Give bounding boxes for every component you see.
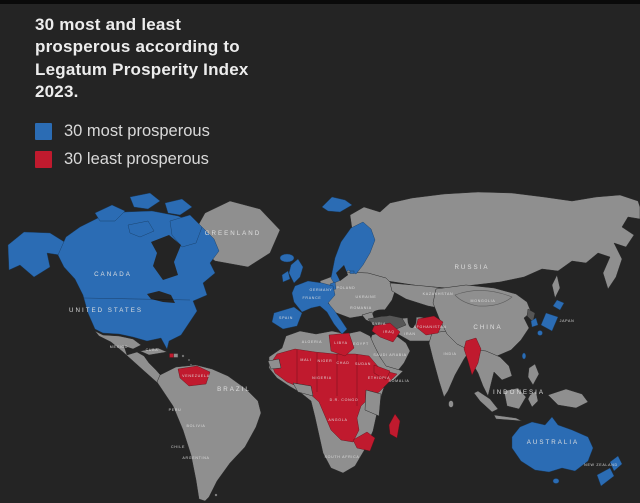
map-label: ALGERIA bbox=[302, 340, 322, 344]
map-label: PERU bbox=[169, 408, 182, 412]
map-label: SOMALIA bbox=[389, 379, 410, 383]
map-label: IRAQ bbox=[383, 330, 395, 334]
map-label: CANADA bbox=[94, 271, 132, 278]
map-label: POLAND bbox=[337, 286, 356, 290]
map-label: IRAN bbox=[404, 332, 415, 336]
legend-label: 30 most prosperous bbox=[64, 122, 210, 140]
map-label: INDONESIA bbox=[493, 389, 545, 396]
map-label: RUSSIA bbox=[454, 264, 489, 271]
map-label: VENEZUELA bbox=[182, 374, 210, 378]
map-label: SOUTH AFRICA bbox=[325, 455, 360, 459]
map-label: MALI bbox=[300, 358, 311, 362]
border-lines bbox=[83, 290, 513, 406]
map-label: SUDAN bbox=[355, 362, 371, 366]
map-label: CHINA bbox=[473, 324, 502, 331]
world-map: GREENLAND CANADA UNITED STATES RUSSIA CHINA B… bbox=[0, 185, 640, 503]
map-label: LIBYA bbox=[334, 341, 347, 345]
map-label: INDIA bbox=[443, 352, 456, 356]
legend: 30 most prosperous 30 least prosperous bbox=[35, 122, 210, 169]
map-label: ANGOLA bbox=[328, 418, 347, 422]
legend-item-most-prosperous: 30 most prosperous bbox=[35, 122, 210, 141]
map-label: BOLIVIA bbox=[187, 424, 206, 428]
map-label: EGYPT bbox=[353, 342, 369, 346]
map-label: ARGENTINA bbox=[182, 456, 209, 460]
map-label: BRAZIL bbox=[217, 386, 251, 393]
map-label: AFGHANISTAN bbox=[414, 325, 447, 329]
map-label: SPAIN bbox=[279, 316, 293, 320]
blue-swatch-icon bbox=[35, 123, 52, 140]
map-label: CHILE bbox=[171, 445, 185, 449]
map-label: ROMANIA bbox=[350, 306, 372, 310]
region-africa-gray-carveouts bbox=[267, 358, 382, 417]
map-label: CUBA bbox=[146, 348, 159, 352]
world-map-svg: GREENLAND CANADA UNITED STATES RUSSIA CHINA B… bbox=[7, 191, 640, 502]
map-labels: GREENLAND CANADA UNITED STATES RUSSIA CHINA B… bbox=[69, 230, 618, 467]
map-label: ETHIOPIA bbox=[368, 376, 390, 380]
map-label: SAUDI ARABIA bbox=[373, 353, 406, 357]
map-label: D.R. CONGO bbox=[330, 398, 359, 402]
region-least-prosperous bbox=[169, 315, 482, 452]
map-label: NEW ZEALAND bbox=[584, 463, 618, 467]
header: 30 most and least prosperous according t… bbox=[35, 14, 267, 104]
map-label: MEXICO bbox=[110, 345, 128, 349]
map-label: NIGER bbox=[318, 359, 333, 363]
legend-item-least-prosperous: 30 least prosperous bbox=[35, 150, 210, 169]
map-label: AUSTRALIA bbox=[527, 439, 579, 446]
map-label: GERMANY bbox=[309, 288, 332, 292]
map-label: UKRAINE bbox=[356, 295, 377, 299]
map-label: MONGOLIA bbox=[471, 299, 496, 303]
page-title: 30 most and least prosperous according t… bbox=[35, 15, 249, 102]
map-label: GREENLAND bbox=[205, 230, 262, 237]
top-strip bbox=[0, 0, 640, 4]
map-label: NIGERIA bbox=[312, 376, 332, 380]
map-label: UNITED STATES bbox=[69, 307, 143, 314]
map-label: KAZAKHSTAN bbox=[423, 292, 454, 296]
map-label: FRANCE bbox=[303, 296, 322, 300]
legend-label: 30 least prosperous bbox=[64, 150, 209, 168]
map-label: JAPAN bbox=[560, 319, 575, 323]
red-swatch-icon bbox=[35, 151, 52, 168]
map-label: SYRIA bbox=[372, 322, 386, 326]
map-label: CHAD bbox=[337, 361, 350, 365]
water-overlays bbox=[147, 235, 417, 328]
